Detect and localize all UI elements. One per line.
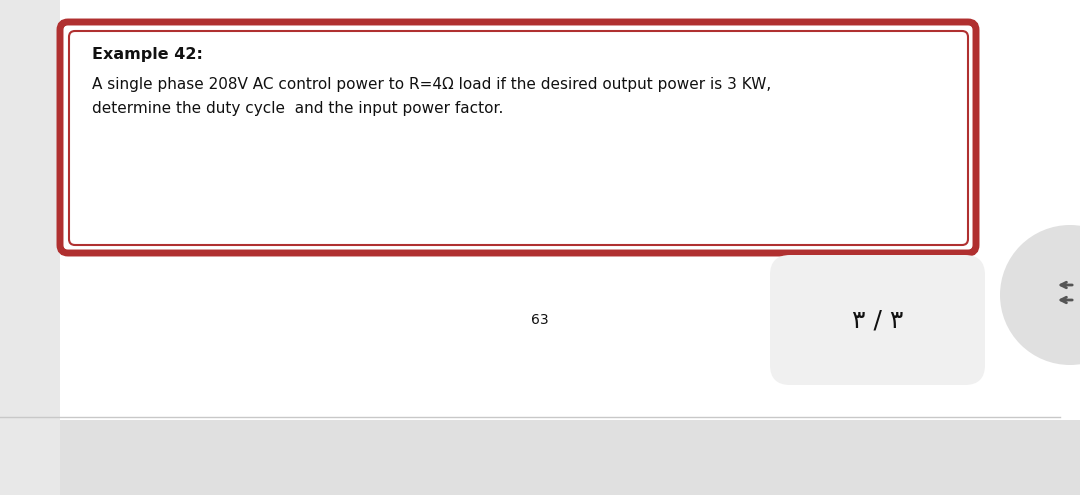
Bar [0, 0, 1080, 420]
Bar [0, 420, 1080, 495]
Text: 63: 63 [531, 313, 549, 327]
Circle shape [1000, 225, 1080, 365]
Bar [0, 0, 60, 495]
FancyBboxPatch shape [60, 22, 976, 253]
Bar [0, 0, 1080, 417]
Text: A single phase 208V AC control power to R=4Ω load if the desired output power is: A single phase 208V AC control power to … [92, 77, 771, 92]
Text: determine the duty cycle  and the input power factor.: determine the duty cycle and the input p… [92, 101, 503, 116]
Text: Example 42:: Example 42: [92, 47, 203, 62]
Text: ۳ / ۳: ۳ / ۳ [852, 308, 904, 332]
FancyBboxPatch shape [770, 255, 985, 385]
